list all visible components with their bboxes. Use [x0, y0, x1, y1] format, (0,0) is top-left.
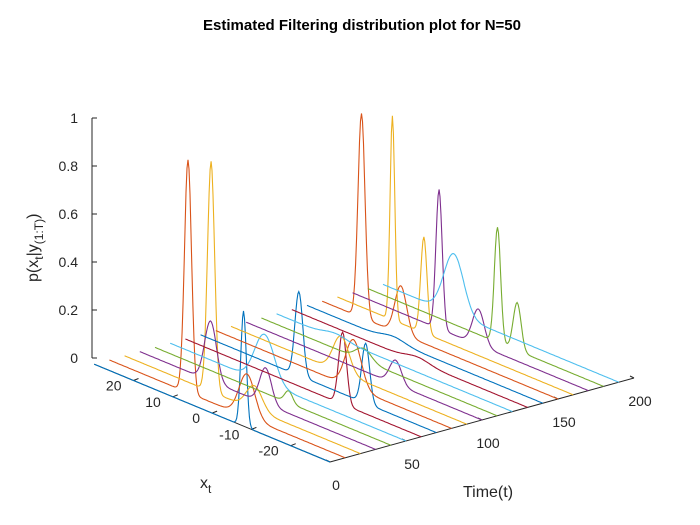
series-line — [124, 161, 361, 455]
series-line — [291, 309, 528, 408]
series-line — [261, 317, 498, 417]
y-tick-mark — [133, 378, 139, 381]
z-tick-label: 0.2 — [59, 302, 79, 318]
x-axis-label: Time(t) — [463, 484, 513, 501]
axes — [91, 117, 635, 463]
z-axis-label-sub: (1:T) — [32, 219, 46, 244]
z-tick-label: 0.6 — [59, 206, 79, 222]
series-line — [169, 333, 407, 442]
y-axis-label-main: x — [200, 475, 208, 492]
series-line — [200, 290, 437, 434]
series-line — [154, 346, 392, 446]
y-tick-mark — [211, 410, 218, 414]
y-axis-label: xt — [200, 475, 212, 496]
series-line — [306, 304, 544, 404]
z-axis-label-end: ) — [25, 214, 42, 219]
y-tick-mark — [290, 443, 296, 447]
y-tick-label: 10 — [145, 394, 161, 410]
x-tick-label: 50 — [404, 456, 420, 472]
z-axis-label: p(xt|y(1:T)) — [25, 214, 46, 282]
y-tick-label: 0 — [192, 410, 200, 426]
series-line — [215, 330, 452, 429]
z-axis-label-mid: |y — [25, 244, 42, 256]
series-group — [93, 113, 620, 463]
x-tick-label: 200 — [628, 393, 652, 409]
z-axis-label-p: p(x — [25, 260, 42, 282]
x-tick-mark — [629, 375, 635, 379]
y-tick-label: -20 — [258, 443, 278, 459]
series-line — [139, 320, 376, 450]
x-tick-label: 150 — [552, 414, 576, 430]
z-axis-label-t: t — [32, 256, 46, 260]
y-tick-mark — [172, 394, 178, 398]
chart-title: Estimated Filtering distribution plot fo… — [203, 17, 521, 34]
x-tick-label: 100 — [476, 435, 500, 451]
z-tick-label: 0 — [70, 350, 78, 366]
z-tick-label: 0.8 — [59, 158, 79, 174]
y-tick-label: -10 — [219, 426, 239, 442]
x-tick-label: 0 — [332, 477, 340, 493]
y-axis-label-sub: t — [208, 482, 212, 496]
y-tick-label: 20 — [106, 378, 122, 394]
series-line — [352, 189, 589, 392]
series-line — [230, 325, 468, 425]
series-line — [93, 310, 331, 463]
series-line — [382, 253, 620, 383]
z-tick-label: 0.4 — [59, 254, 79, 270]
series-line — [337, 115, 574, 396]
series-line — [245, 321, 483, 421]
series-line — [276, 313, 513, 413]
z-tick-label: 1 — [70, 110, 78, 126]
series-line — [367, 227, 604, 387]
series-line — [321, 113, 559, 400]
series-line — [109, 159, 346, 459]
series-line — [185, 330, 422, 438]
